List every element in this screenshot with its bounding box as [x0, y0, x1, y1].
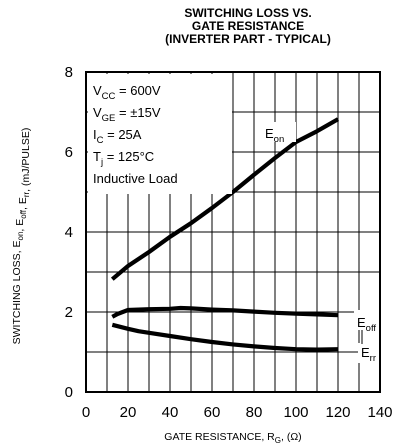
- axis-labels: GATE RESISTANCE, RG, (Ω) SWITCHING LOSS, …: [11, 128, 302, 445]
- plot-frame: [85, 71, 381, 393]
- x-tick-label: 0: [82, 404, 90, 421]
- plot-border: [85, 71, 381, 393]
- condition-line-3: IC = 25A: [93, 127, 142, 146]
- series-line-Err: [111, 322, 339, 352]
- x-tick-label: 140: [367, 404, 392, 421]
- condition-line-4: Tj = 125°C: [93, 149, 154, 168]
- series-line-Eon: [110, 117, 340, 281]
- y-tick-label: 4: [65, 224, 73, 241]
- y-tick-label: 2: [65, 304, 73, 321]
- x-tick-label: 120: [325, 404, 350, 421]
- series-label-background: [262, 122, 296, 142]
- series-label-Eoff: Eoff: [357, 315, 376, 334]
- series-label-Eon: Eon: [265, 126, 284, 145]
- chart-title: SWITCHING LOSS VS.GATE RESISTANCE(INVERT…: [165, 6, 331, 46]
- condition-line-1: VCC = 600V: [93, 83, 161, 102]
- x-axis-label: GATE RESISTANCE, RG, (Ω): [164, 431, 301, 445]
- condition-line-5: Inductive Load: [93, 171, 178, 186]
- tick-labels: 0 20 40 60 80 100 120 140 0 2 4 6 8: [65, 64, 393, 421]
- x-tick-label: 80: [246, 404, 263, 421]
- chart-title-line-3: (INVERTER PART - TYPICAL): [165, 32, 331, 46]
- y-tick-label: 6: [65, 144, 73, 161]
- conditions-background: [88, 74, 232, 194]
- test-conditions: VCC = 600V VGE = ±15V IC = 25A Tj = 125°C In…: [88, 74, 232, 194]
- series-line-Eoff: [111, 305, 339, 319]
- x-tick-label: 100: [283, 404, 308, 421]
- y-axis-label: SWITCHING LOSS, Eon, Eoff, Err, (mJ/PULS…: [11, 128, 32, 345]
- condition-line-2: VGE = ±15V: [93, 105, 161, 124]
- y-tick-label: 8: [65, 64, 73, 81]
- chart-title-line-1: SWITCHING LOSS VS.: [184, 6, 311, 20]
- chart-title-line-2: GATE RESISTANCE: [192, 19, 304, 33]
- x-tick-label: 20: [120, 404, 137, 421]
- series-label-Err: Err: [361, 345, 376, 364]
- series-label-background: [358, 343, 382, 363]
- x-tick-label: 40: [162, 404, 179, 421]
- y-tick-label: 0: [65, 384, 73, 401]
- x-tick-label: 60: [204, 404, 221, 421]
